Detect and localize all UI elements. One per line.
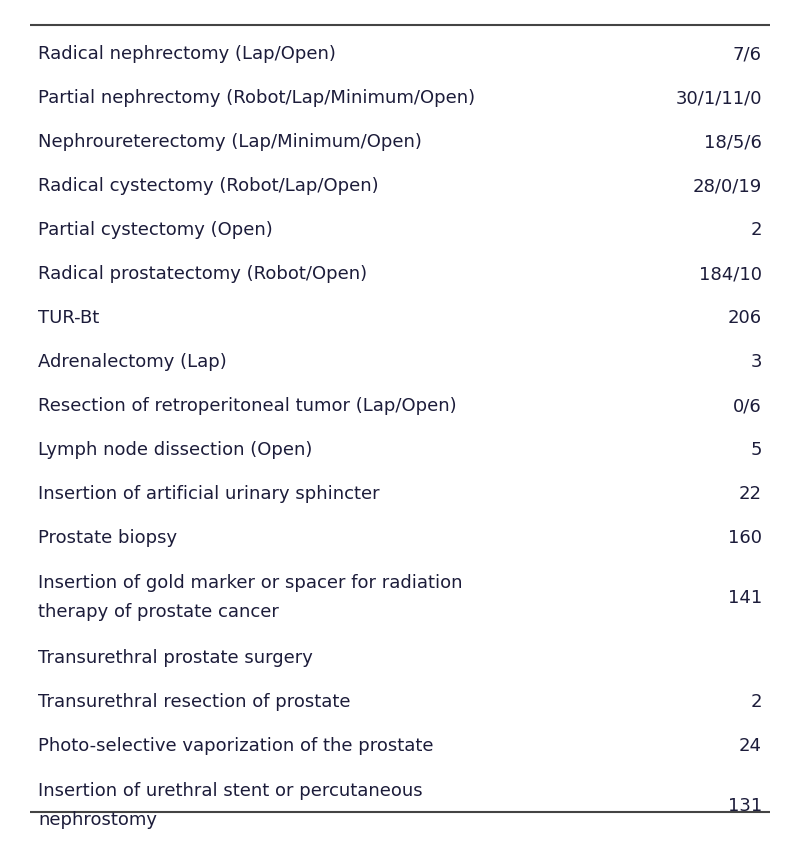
Text: Partial cystectomy (Open): Partial cystectomy (Open) bbox=[38, 221, 273, 239]
Text: 206: 206 bbox=[728, 309, 762, 327]
Text: Radical nephrectomy (Lap/Open): Radical nephrectomy (Lap/Open) bbox=[38, 45, 336, 63]
Text: Insertion of urethral stent or percutaneous: Insertion of urethral stent or percutane… bbox=[38, 782, 422, 800]
Text: Transurethral resection of prostate: Transurethral resection of prostate bbox=[38, 693, 350, 711]
Text: Insertion of gold marker or spacer for radiation: Insertion of gold marker or spacer for r… bbox=[38, 574, 462, 592]
Text: Prostate biopsy: Prostate biopsy bbox=[38, 529, 177, 547]
Text: Adrenalectomy (Lap): Adrenalectomy (Lap) bbox=[38, 353, 226, 371]
Text: Radical cystectomy (Robot/Lap/Open): Radical cystectomy (Robot/Lap/Open) bbox=[38, 177, 378, 195]
Text: 24: 24 bbox=[739, 737, 762, 755]
Text: 7/6: 7/6 bbox=[733, 45, 762, 63]
Text: 22: 22 bbox=[739, 485, 762, 503]
Text: 5: 5 bbox=[750, 441, 762, 459]
Text: 160: 160 bbox=[728, 529, 762, 547]
Text: Radical prostatectomy (Robot/Open): Radical prostatectomy (Robot/Open) bbox=[38, 265, 367, 283]
Text: 184/10: 184/10 bbox=[699, 265, 762, 283]
Text: 3: 3 bbox=[750, 353, 762, 371]
Text: 141: 141 bbox=[728, 589, 762, 607]
Text: therapy of prostate cancer: therapy of prostate cancer bbox=[38, 603, 279, 621]
Text: Nephroureterectomy (Lap/Minimum/Open): Nephroureterectomy (Lap/Minimum/Open) bbox=[38, 133, 422, 151]
Text: 2: 2 bbox=[750, 693, 762, 711]
Text: TUR-Bt: TUR-Bt bbox=[38, 309, 99, 327]
Text: Photo-selective vaporization of the prostate: Photo-selective vaporization of the pros… bbox=[38, 737, 434, 755]
Text: 28/0/19: 28/0/19 bbox=[693, 177, 762, 195]
Text: Lymph node dissection (Open): Lymph node dissection (Open) bbox=[38, 441, 312, 459]
Text: 18/5/6: 18/5/6 bbox=[704, 133, 762, 151]
Text: 2: 2 bbox=[750, 221, 762, 239]
Text: Transurethral prostate surgery: Transurethral prostate surgery bbox=[38, 649, 313, 667]
Text: Partial nephrectomy (Robot/Lap/Minimum/Open): Partial nephrectomy (Robot/Lap/Minimum/O… bbox=[38, 89, 475, 107]
Text: Insertion of artificial urinary sphincter: Insertion of artificial urinary sphincte… bbox=[38, 485, 380, 503]
Text: 30/1/11/0: 30/1/11/0 bbox=[675, 89, 762, 107]
Text: nephrostomy: nephrostomy bbox=[38, 811, 157, 828]
Text: 0/6: 0/6 bbox=[734, 397, 762, 415]
Text: Resection of retroperitoneal tumor (Lap/Open): Resection of retroperitoneal tumor (Lap/… bbox=[38, 397, 457, 415]
Text: 131: 131 bbox=[728, 797, 762, 815]
